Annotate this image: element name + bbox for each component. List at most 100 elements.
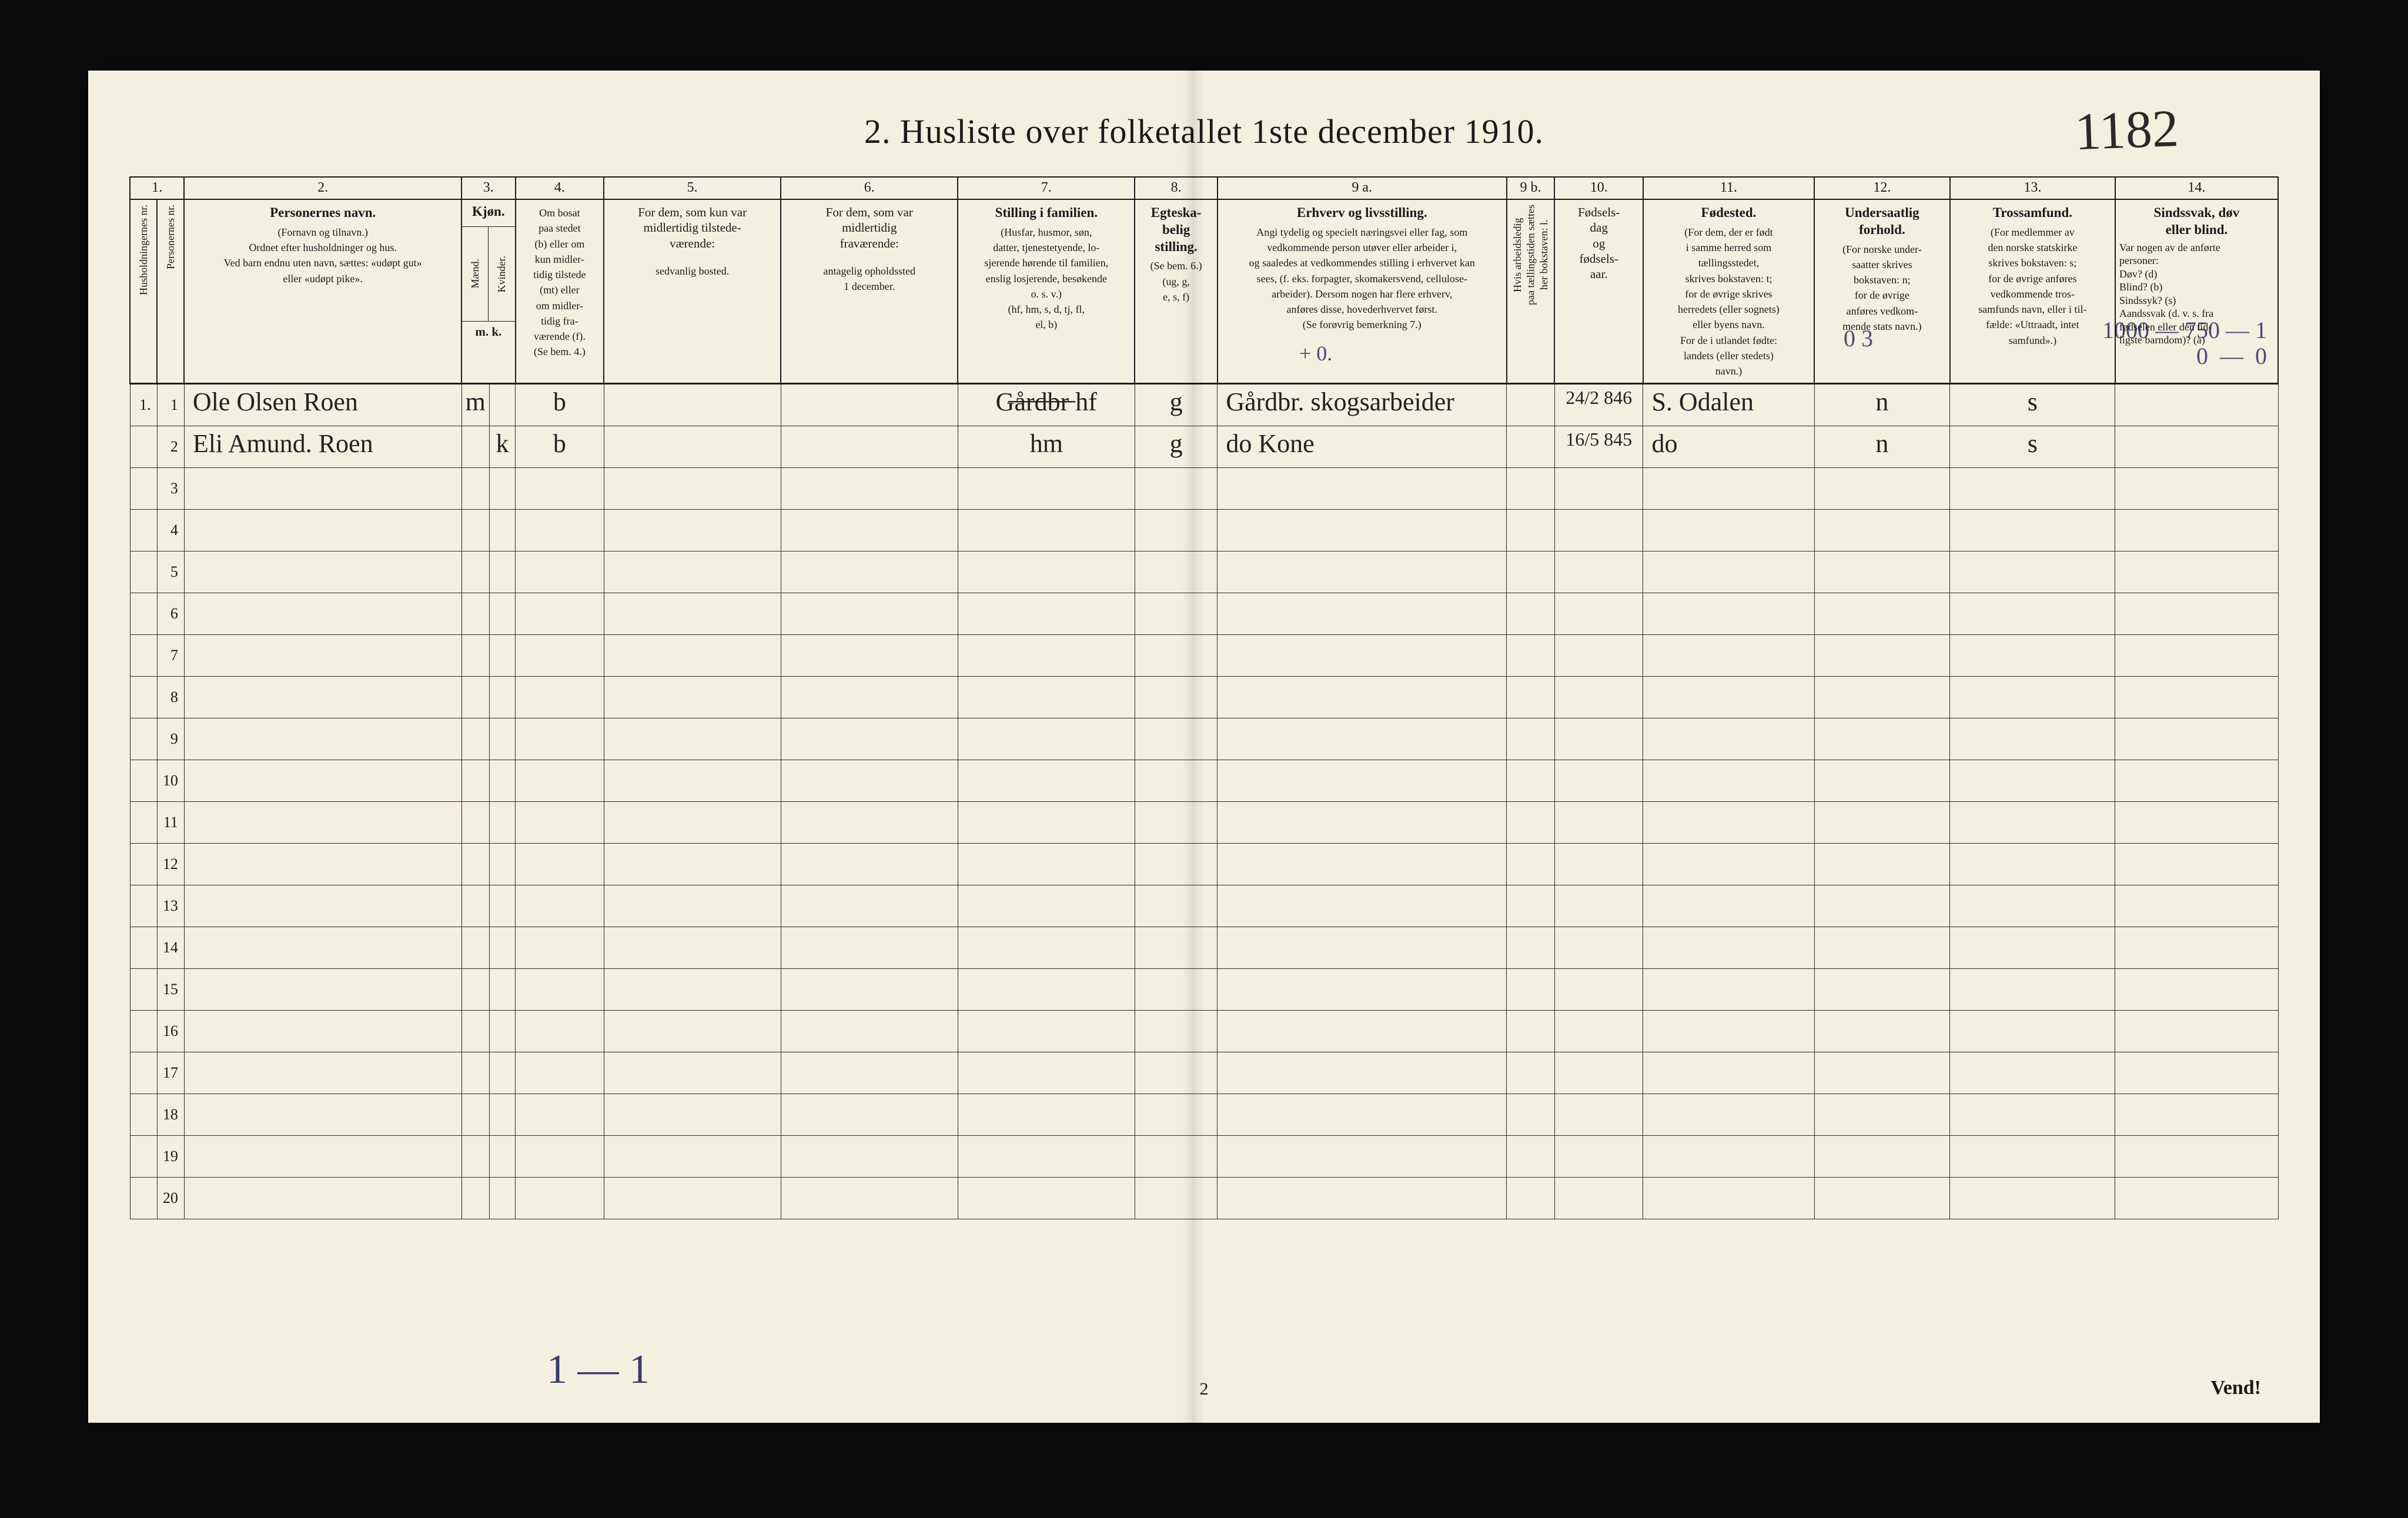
cell-person-nr: 10 [157, 760, 184, 802]
header-temp-absent: For dem, som var midlertidig fraværende:… [781, 199, 958, 384]
cell-birthdate [1554, 510, 1643, 551]
cell-birthdate [1554, 1178, 1643, 1219]
cell-person-nr: 4 [157, 510, 184, 551]
cell-disability [2115, 969, 2278, 1011]
cell-disability [2115, 718, 2278, 760]
cell-residence [516, 1178, 604, 1219]
cell-family-pos [958, 718, 1135, 760]
cell-sex-m [461, 468, 489, 510]
cross-note: + 0. [1299, 341, 1332, 366]
cell-religion [1950, 1011, 2115, 1052]
cell-household-nr [130, 844, 157, 885]
cell-household-nr [130, 1136, 157, 1178]
cell-residence [516, 510, 604, 551]
header-birthplace: Fødested. (For dem, der er født i samme … [1643, 199, 1814, 384]
cell-birthdate [1554, 468, 1643, 510]
cell-household-nr [130, 593, 157, 635]
cell-family-pos [958, 885, 1135, 927]
cell-household-nr [130, 551, 157, 593]
cell-person-nr: 11 [157, 802, 184, 844]
cell-sex-k: k [489, 426, 515, 468]
cell-disability [2115, 468, 2278, 510]
cell-birthplace [1643, 844, 1814, 885]
table-row: 9 [130, 718, 2278, 760]
cell-birthplace [1643, 677, 1814, 718]
cell-name [184, 802, 461, 844]
cell-name [184, 510, 461, 551]
cell-marital: g [1135, 384, 1218, 426]
cell-sex-k [489, 885, 515, 927]
cell-sex-m [461, 844, 489, 885]
cell-birthdate [1554, 1136, 1643, 1178]
table-row: 6 [130, 593, 2278, 635]
cell-name [184, 677, 461, 718]
cell-birthplace [1643, 718, 1814, 760]
cell-birthplace [1643, 510, 1814, 551]
colnum-4: 4. [516, 177, 604, 199]
cell-family-pos [958, 551, 1135, 593]
cell-disability [2115, 1136, 2278, 1178]
cell-household-nr [130, 426, 157, 468]
cell-nationality [1814, 593, 1950, 635]
cell-marital [1135, 510, 1218, 551]
cell-nationality [1814, 1178, 1950, 1219]
cell-person-nr: 9 [157, 718, 184, 760]
cell-disability [2115, 384, 2278, 426]
cell-residence [516, 1011, 604, 1052]
cell-occupation [1218, 802, 1507, 844]
cell-marital [1135, 1011, 1218, 1052]
cell-person-nr: 14 [157, 927, 184, 969]
cell-birthplace [1643, 1094, 1814, 1136]
cell-temp-absent [781, 1094, 958, 1136]
cell-marital [1135, 844, 1218, 885]
cell-occupation [1218, 1178, 1507, 1219]
cell-marital [1135, 927, 1218, 969]
cell-sex-m [461, 1178, 489, 1219]
cell-religion [1950, 1178, 2115, 1219]
cell-nationality [1814, 510, 1950, 551]
cell-occupation [1218, 885, 1507, 927]
cell-name [184, 927, 461, 969]
cell-sex-k [489, 1052, 515, 1094]
cell-household-nr [130, 635, 157, 677]
cell-family-pos [958, 1178, 1135, 1219]
cell-temp-absent [781, 1178, 958, 1219]
cell-sex-k [489, 969, 515, 1011]
cell-person-nr: 3 [157, 468, 184, 510]
cell-family-pos [958, 1136, 1135, 1178]
cell-temp-present [604, 802, 781, 844]
cell-sex-k [489, 551, 515, 593]
header-family-position: Stilling i familien. (Husfar, husmor, sø… [958, 199, 1135, 384]
cell-occupation [1218, 1011, 1507, 1052]
cell-sex-m [461, 426, 489, 468]
cell-nationality [1814, 927, 1950, 969]
cell-disability [2115, 1178, 2278, 1219]
cell-nationality [1814, 718, 1950, 760]
cell-nationality: n [1814, 426, 1950, 468]
cell-sex-k [489, 1094, 515, 1136]
table-row: 17 [130, 1052, 2278, 1094]
cell-birthdate: 24/2 846 [1554, 384, 1643, 426]
cell-sex-m [461, 760, 489, 802]
cell-sex-m: m [461, 384, 489, 426]
header-religion: Trossamfund. (For medlemmer av den norsk… [1950, 199, 2115, 384]
cell-birthplace [1643, 1178, 1814, 1219]
cell-residence [516, 677, 604, 718]
cell-person-nr: 12 [157, 844, 184, 885]
cell-religion [1950, 510, 2115, 551]
colnum-10: 10. [1554, 177, 1643, 199]
cell-name [184, 1094, 461, 1136]
cell-sex-m [461, 635, 489, 677]
header-temp-present: For dem, som kun var midlertidig tilsted… [604, 199, 781, 384]
cell-sex-m [461, 510, 489, 551]
cell-disability [2115, 927, 2278, 969]
cell-household-nr [130, 1052, 157, 1094]
cell-nationality [1814, 1094, 1950, 1136]
cell-marital [1135, 635, 1218, 677]
cell-occupation [1218, 718, 1507, 760]
cell-religion [1950, 885, 2115, 927]
cell-birthplace [1643, 885, 1814, 927]
cell-birthplace [1643, 1136, 1814, 1178]
cell-sex-m [461, 802, 489, 844]
header-residence: Om bosat paa stedet (b) eller om kun mid… [516, 199, 604, 384]
